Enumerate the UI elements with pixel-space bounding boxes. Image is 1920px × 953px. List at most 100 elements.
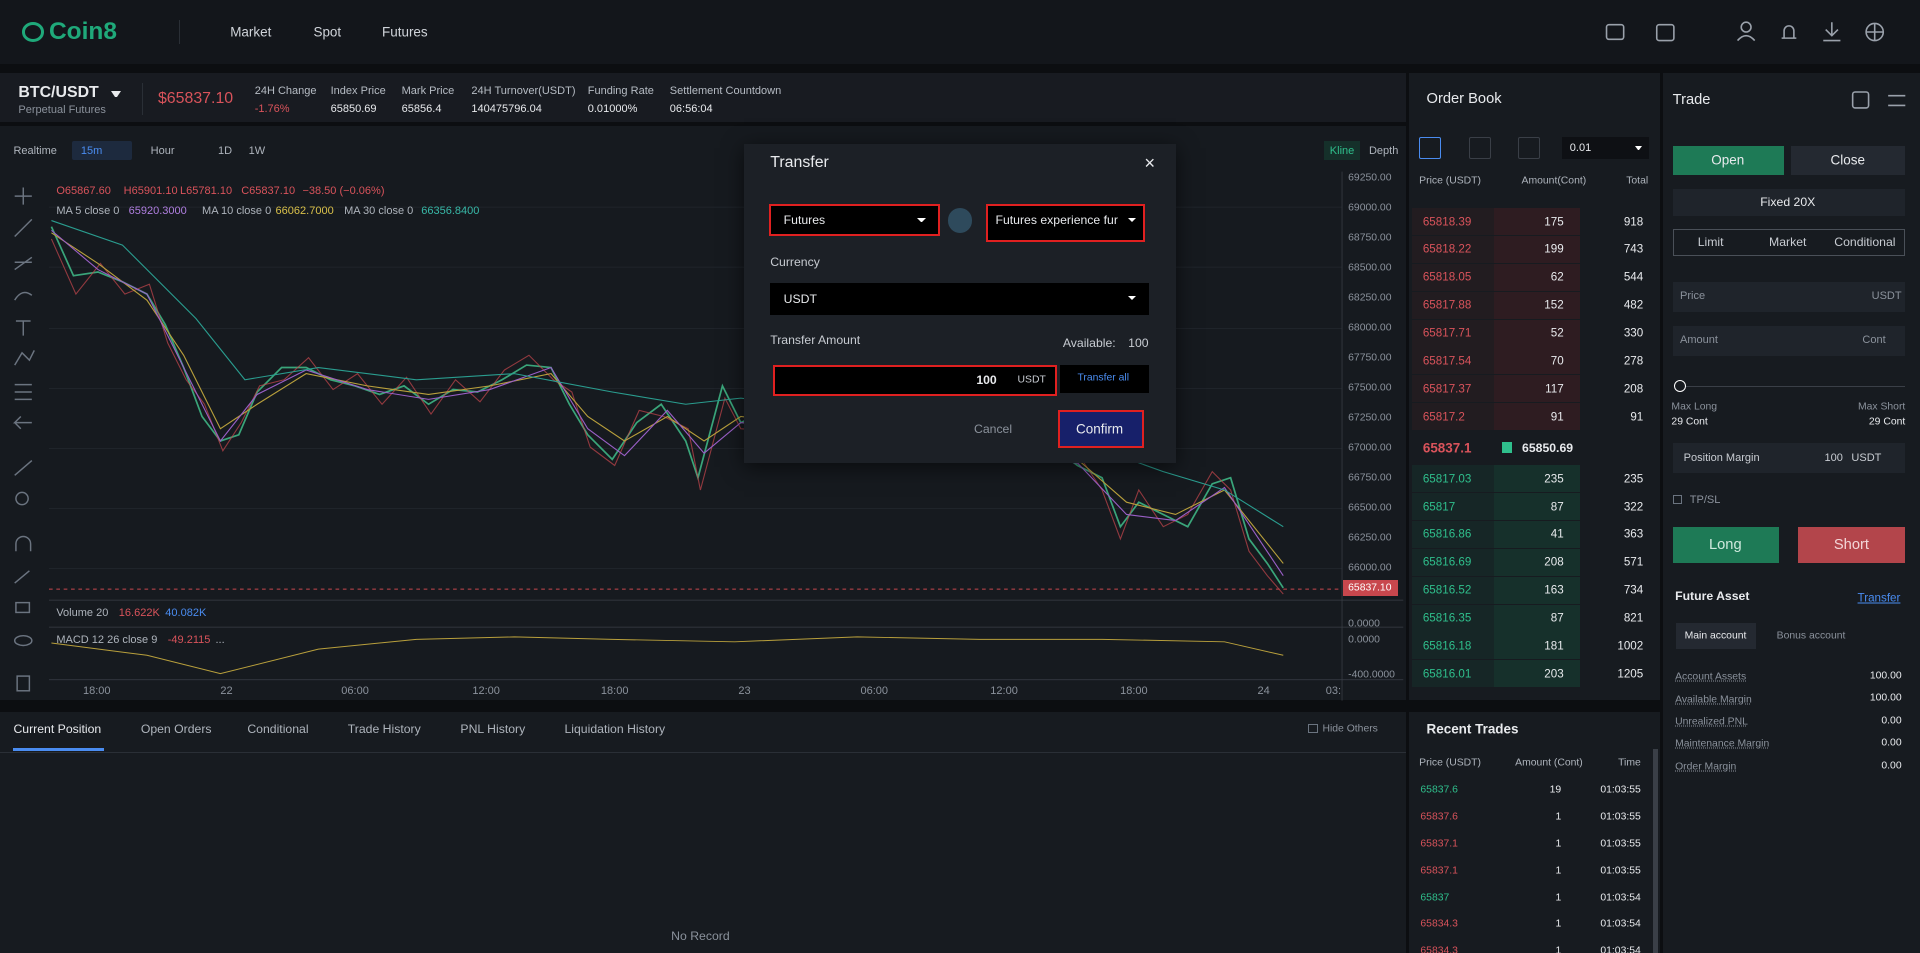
to-caret xyxy=(1127,217,1137,223)
current-price-box xyxy=(1343,580,1399,597)
macd-more: ... xyxy=(215,634,225,647)
cancel-button[interactable]: Cancel xyxy=(974,421,1013,436)
book-amount: 91 xyxy=(1550,410,1564,424)
book-price: 65817.88 xyxy=(1422,298,1472,312)
price-label: Price xyxy=(1680,290,1706,303)
close-tab[interactable] xyxy=(1791,145,1906,176)
volume-value: 40.082K xyxy=(165,607,207,620)
book-amount: 152 xyxy=(1544,298,1564,312)
tpsl-checkbox[interactable] xyxy=(1672,494,1683,505)
book-price: 65818.05 xyxy=(1422,270,1472,284)
position-tab-underline xyxy=(13,748,105,751)
trade-time: 01:03:54 xyxy=(1600,918,1641,930)
margin-input[interactable] xyxy=(1672,443,1906,473)
main-account-tab[interactable] xyxy=(1676,623,1756,649)
trade-time: 01:03:55 xyxy=(1600,811,1641,823)
amount-label: Amount xyxy=(1680,334,1718,347)
position-tab[interactable]: PNL History xyxy=(460,721,526,736)
trade-price: 65834.3 xyxy=(1420,945,1458,953)
position-tab[interactable]: Liquidation History xyxy=(564,721,666,736)
ohlc: C65837.10 xyxy=(241,185,296,198)
book-price: 65816.35 xyxy=(1422,611,1472,625)
book-price: 65817.37 xyxy=(1422,382,1472,396)
book-row-bg xyxy=(1411,403,1494,431)
ma-30-line xyxy=(51,220,1284,528)
recent-trades-title: Recent Trades xyxy=(1426,721,1519,737)
order-book-title: Order Book xyxy=(1426,91,1502,108)
book-row-bg xyxy=(1411,236,1494,263)
nav-item[interactable]: Market xyxy=(230,24,272,40)
slider-knob[interactable] xyxy=(1673,379,1687,392)
position-tab[interactable]: Trade History xyxy=(347,721,421,736)
short-button[interactable] xyxy=(1797,526,1906,564)
trade-price: 65837.6 xyxy=(1420,784,1458,796)
precision-select[interactable] xyxy=(1562,137,1650,160)
interval[interactable]: Realtime xyxy=(13,144,57,157)
book-row-bg xyxy=(1411,632,1494,660)
position-tab[interactable]: Open Orders xyxy=(140,721,212,736)
price-axis-label: 67250.00 xyxy=(1348,412,1392,424)
trades-scrollbar xyxy=(1653,749,1658,953)
empty-state: No Record xyxy=(671,928,730,943)
available-value: 100 xyxy=(1128,335,1149,350)
transfer-link[interactable]: Transfer xyxy=(1857,591,1901,605)
book-row-bg xyxy=(1493,465,1580,493)
book-mark-price: 65850.69 xyxy=(1522,441,1574,456)
ma-value: 66062.7000 xyxy=(275,204,334,217)
book-amount: 208 xyxy=(1544,555,1564,569)
order-type[interactable]: Market xyxy=(1769,235,1807,250)
transfer-all-box[interactable] xyxy=(1060,364,1149,394)
order-type[interactable]: Conditional xyxy=(1834,235,1896,250)
available-label: Available: xyxy=(1062,335,1116,350)
interval[interactable]: 15m xyxy=(80,144,103,157)
position-tab[interactable]: Current Position xyxy=(13,721,102,736)
max-short-label: Max Short xyxy=(1857,401,1906,413)
account-tab[interactable]: Bonus account xyxy=(1776,630,1846,641)
price-input[interactable] xyxy=(1672,281,1906,313)
amount-input[interactable] xyxy=(772,364,1057,396)
currency-select[interactable] xyxy=(770,282,1149,315)
view-tab[interactable]: Kline xyxy=(1329,144,1355,157)
book-amount: 163 xyxy=(1544,583,1564,597)
book-view-toggle[interactable] xyxy=(1518,137,1541,160)
amount-value: 100 xyxy=(976,372,997,387)
amount-input[interactable] xyxy=(1672,325,1906,357)
header-icons xyxy=(1605,21,1906,109)
book-row-bg xyxy=(1411,548,1494,576)
trade-time: 01:03:54 xyxy=(1600,892,1641,904)
interval[interactable]: Hour xyxy=(150,144,175,157)
interval[interactable]: 1D xyxy=(217,144,233,157)
book-row-bg xyxy=(1411,465,1494,493)
book-total: 235 xyxy=(1623,472,1644,486)
book-row-bg xyxy=(1493,632,1580,660)
time-axis-label: 18:00 xyxy=(82,684,111,697)
book-view-toggle[interactable] xyxy=(1419,137,1442,160)
last-price: $65837.10 xyxy=(157,90,234,108)
book-row-bg xyxy=(1411,521,1494,548)
modal-close[interactable]: × xyxy=(1144,151,1156,173)
nav-item[interactable]: Futures xyxy=(382,24,428,40)
confirm-button[interactable] xyxy=(1057,410,1144,449)
confirm-label: Confirm xyxy=(1076,421,1124,437)
to-select[interactable] xyxy=(985,204,1145,243)
long-button[interactable] xyxy=(1672,526,1780,564)
positions-divider xyxy=(0,751,1406,754)
from-select[interactable] xyxy=(768,204,941,237)
logo: Coin8 xyxy=(48,17,117,45)
book-view-toggle[interactable] xyxy=(1469,137,1492,160)
view-tab[interactable]: Depth xyxy=(1368,144,1399,157)
leverage-box[interactable] xyxy=(1672,188,1906,216)
nav-item[interactable]: Spot xyxy=(313,24,342,40)
swap-button[interactable] xyxy=(947,208,973,233)
from-value: Futures xyxy=(783,213,826,228)
open-tab[interactable] xyxy=(1672,145,1785,176)
trade-amount: 19 xyxy=(1549,784,1562,796)
hide-others-checkbox[interactable] xyxy=(1307,723,1318,734)
currency-caret xyxy=(1127,296,1137,301)
position-tab[interactable]: Conditional xyxy=(247,721,309,736)
book-row-bg xyxy=(1411,263,1494,291)
interval[interactable]: 1W xyxy=(248,144,266,157)
book-row-bg xyxy=(1411,208,1494,236)
order-type[interactable]: Limit xyxy=(1697,235,1724,250)
